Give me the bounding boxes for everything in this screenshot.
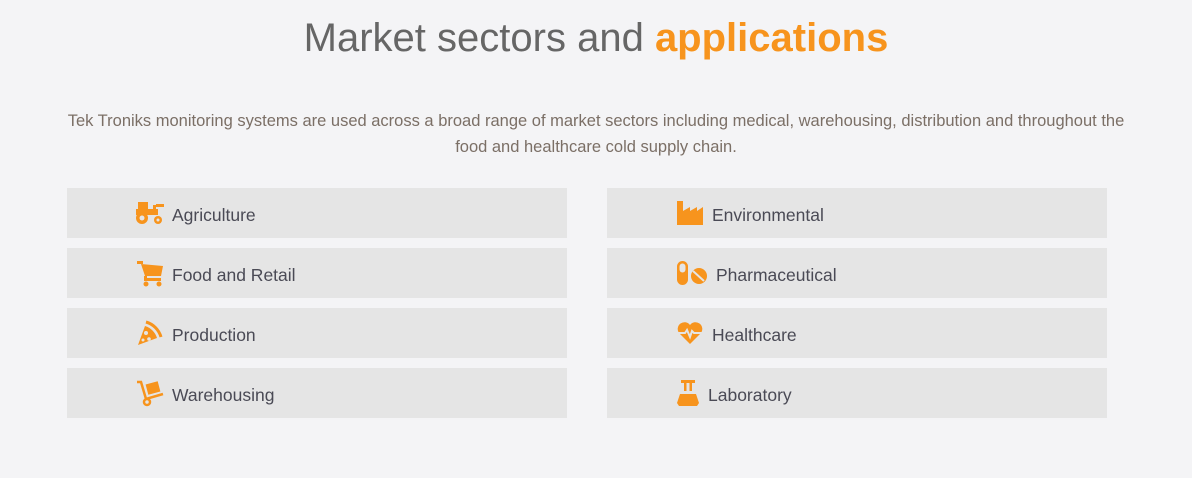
heartbeat-icon: [674, 317, 706, 349]
sector-label: Laboratory: [708, 384, 792, 405]
flask-icon: [674, 377, 702, 409]
tractor-icon: [134, 197, 166, 229]
shopping-cart-icon: [134, 257, 166, 289]
sector-production[interactable]: Production: [67, 308, 567, 358]
pills-icon: [674, 257, 710, 289]
pizza-slice-icon: [134, 317, 166, 349]
intro-text: Tek Troniks monitoring systems are used …: [67, 112, 1125, 156]
sector-laboratory[interactable]: Laboratory: [607, 368, 1107, 418]
title-plain: Market sectors and: [303, 16, 644, 60]
sector-label: Food and Retail: [172, 264, 296, 285]
factory-icon: [674, 197, 706, 229]
title-accent: applications: [654, 16, 889, 60]
sector-label: Production: [172, 324, 256, 345]
page-title: Market sectors and applications: [0, 16, 1192, 61]
dolly-icon: [134, 377, 166, 409]
sector-food-and-retail[interactable]: Food and Retail: [67, 248, 567, 298]
sector-agriculture[interactable]: Agriculture: [67, 188, 567, 238]
sector-environmental[interactable]: Environmental: [607, 188, 1107, 238]
sector-label: Agriculture: [172, 204, 256, 225]
sector-label: Healthcare: [712, 324, 797, 345]
sector-label: Environmental: [712, 204, 824, 225]
sector-healthcare[interactable]: Healthcare: [607, 308, 1107, 358]
sector-label: Warehousing: [172, 384, 275, 405]
sector-warehousing[interactable]: Warehousing: [67, 368, 567, 418]
sector-label: Pharmaceutical: [716, 264, 837, 285]
sector-pharmaceutical[interactable]: Pharmaceutical: [607, 248, 1107, 298]
